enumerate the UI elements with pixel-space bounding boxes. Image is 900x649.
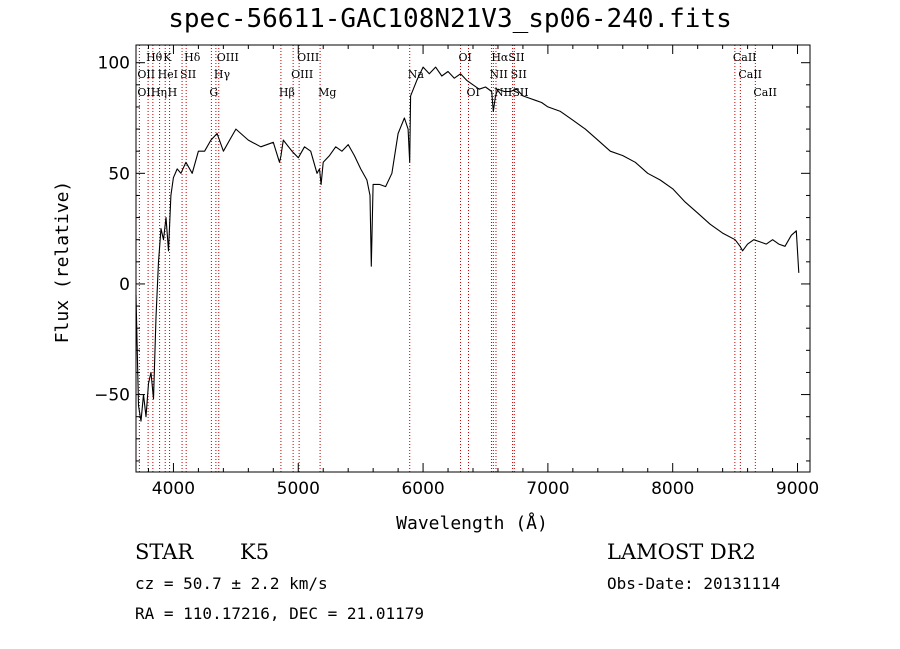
x-tick-label: 6000 [401, 479, 444, 499]
object-subclass: K5 [240, 540, 270, 564]
coordinates: RA = 110.17216, DEC = 21.01179 [135, 604, 424, 623]
spectral-line-label: Hβ [279, 86, 295, 99]
spectral-line-label: OIII [297, 51, 319, 64]
observation-date: Obs-Date: 20131114 [607, 574, 781, 593]
y-tick-label: 100 [98, 54, 130, 74]
spectral-line-label: CaII [753, 86, 777, 99]
y-axis-label: Flux (relative) [52, 181, 73, 344]
spectral-line-label: OII [137, 68, 155, 81]
spectral-line-label: H [168, 86, 178, 99]
x-axis-label: Wavelength (Å) [396, 512, 548, 534]
spectral-line-label: OI [459, 51, 472, 64]
x-tick-label: 4000 [152, 479, 195, 499]
spectral-line-label: Hθ [146, 51, 163, 64]
chart-title: spec-56611-GAC108N21V3_sp06-240.fits [168, 4, 732, 34]
spectral-line-label: SII [511, 68, 527, 81]
spectral-line-label: Mg [318, 86, 336, 99]
spectral-line-label: NII [494, 86, 512, 99]
y-tick-label: 50 [108, 164, 130, 184]
y-tick-label: 0 [119, 275, 130, 295]
object-class: STAR [135, 540, 194, 564]
plot-frame [135, 44, 811, 473]
survey-name: LAMOST DR2 [607, 540, 756, 564]
spectral-line-label: HeI [158, 68, 178, 81]
spectral-line-label: OIII [291, 68, 313, 81]
y-tick-label: −50 [94, 386, 130, 406]
spectral-line-label: OI [467, 86, 480, 99]
spectral-line-label: CaII [733, 51, 757, 64]
spectral-line-label: Na [408, 68, 425, 81]
spectral-line-label: G [209, 86, 218, 99]
spectral-line-label: HαSII [491, 51, 524, 64]
spectral-line-label: OII [137, 86, 155, 99]
spectrum-line [135, 66, 800, 422]
x-tick-label: 5000 [277, 479, 320, 499]
spectral-line-label: SII [180, 68, 196, 81]
spectral-line-label: Hγ [214, 68, 231, 81]
spectral-line-label: CaII [738, 68, 762, 81]
spectral-line-label: OIII [217, 51, 239, 64]
spectral-line-label: K [163, 51, 172, 64]
spectral-line-label: NII [489, 68, 507, 81]
spectral-line-label: Hδ [184, 51, 201, 64]
spectral-line-label: Hη [151, 86, 167, 99]
x-tick-label: 8000 [651, 479, 694, 499]
x-tick-label: 7000 [526, 479, 569, 499]
spectral-line-label: SII [512, 86, 528, 99]
x-tick-label: 9000 [776, 479, 819, 499]
redshift-cz: cz = 50.7 ± 2.2 km/s [135, 574, 328, 593]
